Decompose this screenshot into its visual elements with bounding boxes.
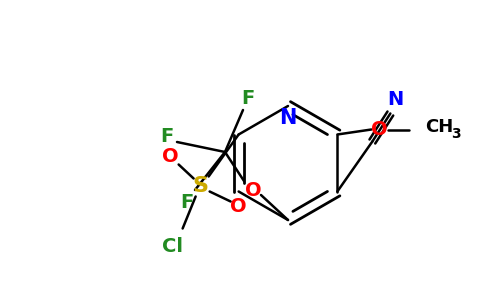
Text: F: F — [242, 88, 255, 107]
Text: S: S — [193, 176, 209, 196]
Text: O: O — [245, 181, 261, 200]
Text: N: N — [279, 108, 297, 128]
Text: N: N — [387, 90, 404, 109]
Text: Cl: Cl — [162, 237, 183, 256]
Text: CH: CH — [425, 118, 454, 136]
Text: O: O — [162, 147, 179, 166]
Text: O: O — [230, 197, 247, 216]
Text: F: F — [160, 128, 174, 146]
Text: 3: 3 — [452, 128, 461, 142]
Text: F: F — [181, 193, 194, 211]
Text: O: O — [371, 120, 388, 139]
